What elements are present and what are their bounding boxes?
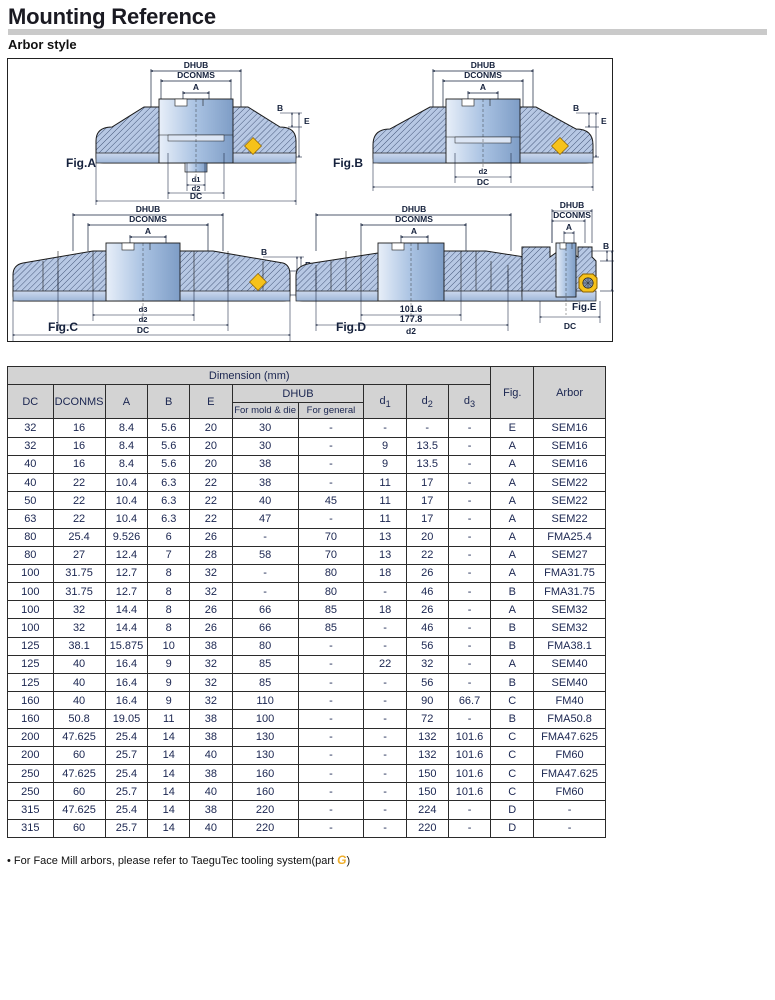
svg-text:DCONMS: DCONMS	[553, 210, 591, 220]
svg-text:101.6: 101.6	[400, 304, 423, 314]
svg-text:DHUB: DHUB	[471, 60, 496, 70]
svg-text:d1: d1	[192, 175, 201, 184]
svg-text:d2: d2	[139, 315, 148, 324]
svg-text:B: B	[573, 103, 579, 113]
svg-text:Fig.A: Fig.A	[66, 156, 96, 170]
svg-text:DCONMS: DCONMS	[129, 214, 167, 224]
svg-text:DC: DC	[564, 321, 576, 331]
svg-text:B: B	[603, 241, 609, 251]
svg-text:Fig.C: Fig.C	[48, 320, 78, 334]
svg-text:E: E	[601, 116, 607, 126]
svg-text:DC: DC	[137, 325, 149, 335]
svg-text:DHUB: DHUB	[184, 60, 209, 70]
svg-text:A: A	[566, 222, 572, 232]
svg-text:A: A	[193, 82, 199, 92]
svg-text:DHUB: DHUB	[136, 204, 161, 214]
svg-text:DC: DC	[190, 191, 202, 201]
svg-text:d2: d2	[479, 167, 488, 176]
svg-text:Fig.B: Fig.B	[333, 156, 363, 170]
svg-text:Fig.D: Fig.D	[336, 320, 366, 334]
svg-text:177.8: 177.8	[400, 314, 423, 324]
svg-text:DCONMS: DCONMS	[395, 214, 433, 224]
svg-text:d3: d3	[139, 305, 148, 314]
svg-text:DHUB: DHUB	[560, 200, 585, 210]
svg-text:B: B	[261, 247, 267, 257]
svg-text:DCONMS: DCONMS	[464, 70, 502, 80]
svg-text:E: E	[304, 116, 310, 126]
svg-text:A: A	[480, 82, 486, 92]
svg-text:A: A	[411, 226, 417, 236]
svg-text:DCONMS: DCONMS	[177, 70, 215, 80]
svg-text:Fig.E: Fig.E	[572, 302, 597, 313]
svg-text:B: B	[277, 103, 283, 113]
svg-text:d2: d2	[406, 326, 416, 336]
svg-text:DHUB: DHUB	[402, 204, 427, 214]
svg-text:A: A	[145, 226, 151, 236]
svg-text:DC: DC	[477, 177, 489, 187]
